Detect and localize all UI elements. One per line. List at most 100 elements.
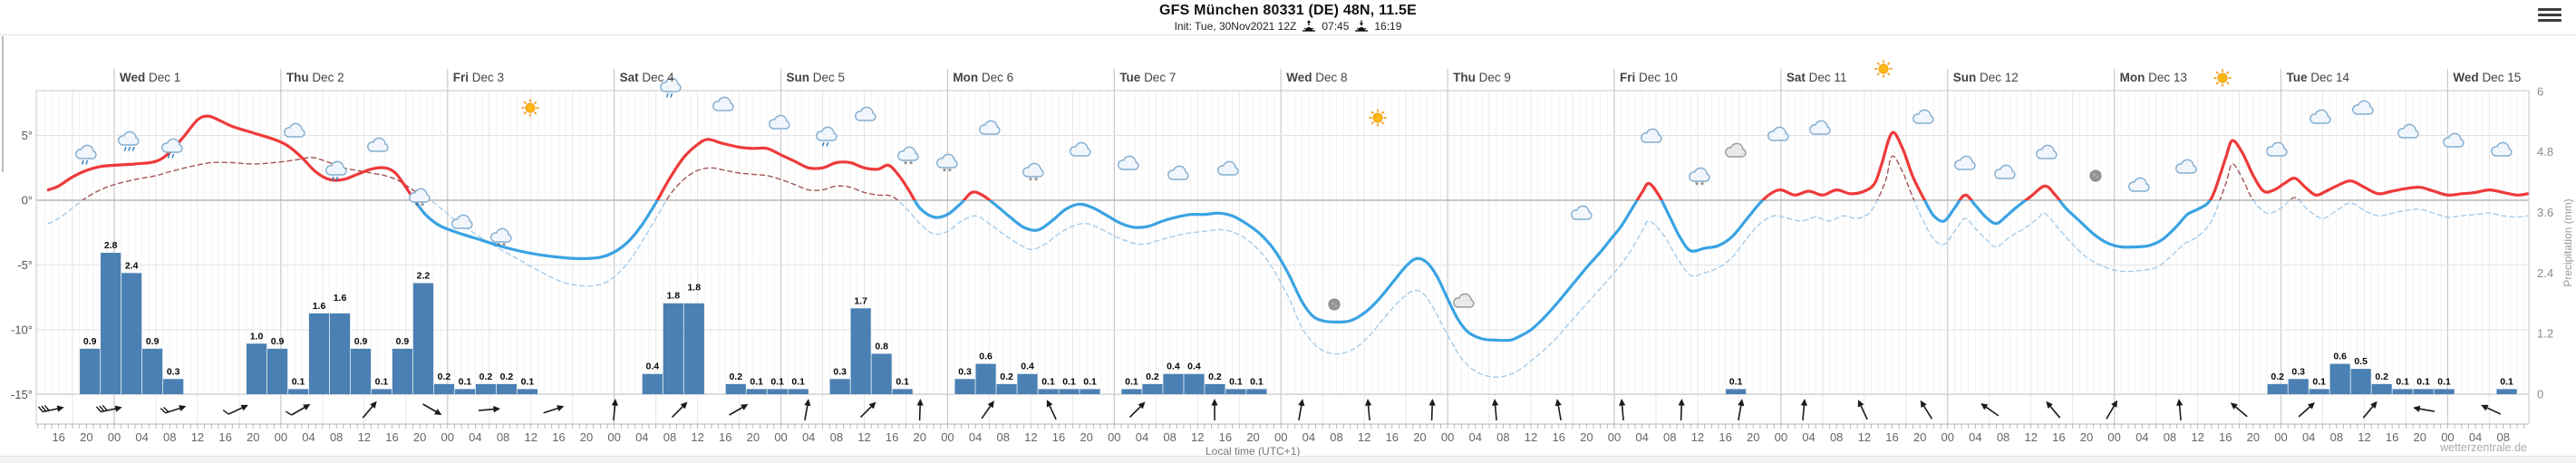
weather-icon-cloud: [1994, 164, 2016, 179]
day-label: Sat Dec 11: [1787, 71, 1847, 84]
weather-icon-cloud: [2128, 177, 2150, 192]
day-label: Wed Dec 8: [1286, 71, 1347, 84]
menu-button[interactable]: [2538, 5, 2561, 24]
weather-icon-cloud: [1641, 128, 1662, 143]
bar-value-label: 0.1: [459, 376, 472, 387]
time-label: 20: [2247, 430, 2260, 444]
wind-arrow: [1800, 399, 1807, 421]
bar-value-label: 0.1: [1229, 376, 1243, 387]
weather-icon-cloud: [712, 96, 734, 111]
time-label: 08: [1330, 430, 1342, 444]
time-label: 20: [2414, 430, 2426, 444]
time-label: 08: [163, 430, 176, 444]
wind-arrow: [2106, 400, 2117, 420]
day-label: Mon Dec 13: [2120, 71, 2187, 84]
weather-icon-cloudgray: [1725, 142, 1747, 158]
day-label: Wed Dec 15: [2453, 71, 2521, 84]
time-label: 16: [719, 430, 731, 444]
time-label: 20: [914, 430, 926, 444]
time-label: 04: [302, 430, 315, 444]
time-label: 00: [2274, 430, 2287, 444]
time-label: 08: [1163, 430, 1176, 444]
wind-arrow: [916, 399, 924, 421]
weather-icon-cloud: [2310, 109, 2331, 124]
day-label: Sat Dec 4: [620, 71, 675, 84]
time-label: 16: [2052, 430, 2065, 444]
weather-icon-sun: [521, 99, 539, 117]
time-label: 00: [1608, 430, 1621, 444]
bar-value-label: 0.2: [1208, 371, 1222, 382]
wind-arrow: [1619, 399, 1626, 421]
precip-bar-labels: 0.9 2.8 2.4 0.9 0.3 1.0 0.9 0.1 1.6 1.6 0.9 0.1 0.9 2…: [83, 240, 2513, 387]
wind-arrow: [543, 405, 565, 414]
bar-value-label: 0.2: [2375, 371, 2388, 382]
time-label: 20: [2080, 430, 2093, 444]
weather-icon-cloud: [2266, 141, 2288, 157]
menu-bar: [2538, 14, 2561, 16]
weather-icon-cloud: [1913, 109, 1934, 124]
menu-bar: [2538, 19, 2561, 22]
bar-value-label: 0.1: [1083, 376, 1097, 387]
bar-value-label: 0.1: [791, 376, 805, 387]
weather-icon-snow: * *: [936, 153, 958, 178]
bar-value-label: 0.1: [2312, 376, 2326, 387]
day-label: Tue Dec 7: [1119, 71, 1176, 84]
temp-tick-label: -5°: [17, 258, 33, 272]
time-label: 12: [2191, 430, 2203, 444]
time-label: 12: [2358, 430, 2370, 444]
weather-icon-rain: [816, 126, 838, 147]
bar-value-label: 2.8: [104, 240, 118, 251]
plot-border: [35, 90, 2530, 425]
time-label: 12: [1191, 430, 1204, 444]
wind-arrow: [611, 399, 618, 421]
wind-arrow: [1857, 400, 1868, 420]
time-label: 12: [191, 430, 204, 444]
precip-bar: [1184, 373, 1205, 394]
time-label: 12: [2024, 430, 2037, 444]
svg-text:*: *: [415, 201, 420, 212]
weather-icon-cloud: [2443, 132, 2465, 148]
wind-arrow: [804, 399, 811, 420]
precip-bar: [954, 379, 975, 394]
weather-icon-cloud: [2397, 123, 2419, 139]
weather-icon-cloud: [1070, 141, 1091, 157]
wind-arrow: [222, 404, 248, 415]
time-label: 00: [1441, 430, 1454, 444]
weather-icon-cloud: [1217, 160, 1239, 176]
svg-text:*: *: [1034, 176, 1039, 187]
precip-bar: [329, 313, 351, 394]
wind-arrow: [1428, 399, 1436, 421]
time-label: 00: [941, 430, 954, 444]
day-label: Sun Dec 12: [1953, 71, 2019, 84]
precip-bar: [1225, 389, 1246, 394]
precip-bar: [746, 389, 767, 394]
time-label: 08: [830, 430, 843, 444]
bar-value-label: 0.3: [167, 366, 180, 377]
precip-bar: [871, 353, 892, 394]
day-label: Thu Dec 9: [1453, 71, 1511, 84]
temp-axis: 5° 0° -5° -10° -15°: [11, 129, 33, 401]
wind-arrow: [729, 404, 749, 416]
time-label: 04: [1303, 430, 1315, 444]
vertical-gridlines: [37, 69, 2525, 424]
svg-text:*: *: [909, 159, 914, 170]
precip-bar: [2434, 389, 2455, 394]
time-label: 16: [1885, 430, 1898, 444]
time-label: 04: [969, 430, 982, 444]
time-label: 20: [1580, 430, 1593, 444]
precip-bar: [101, 253, 121, 394]
bar-value-label: 0.9: [396, 336, 410, 347]
bar-value-label: 1.0: [250, 331, 264, 342]
day-labels: Wed Dec 1 Thu Dec 2 Fri Dec 3 Sat Dec 4 Sun …: [120, 71, 2521, 84]
time-label: 08: [2330, 430, 2343, 444]
precip-bar: [433, 383, 455, 394]
time-label: 20: [247, 430, 259, 444]
bar-value-label: 0.2: [1000, 371, 1013, 382]
svg-text:*: *: [497, 241, 501, 252]
time-axis: 16 20 00 04 08 12 16 20 00 04 08 12 16 20 00 04 08 12 16 20…: [37, 424, 2525, 444]
day-label: Thu Dec 2: [286, 71, 344, 84]
precip-bar: [2413, 389, 2434, 394]
bar-value-label: 0.1: [521, 376, 535, 387]
bar-value-label: 0.1: [750, 376, 763, 387]
weather-icon-cloud: [979, 120, 1001, 135]
